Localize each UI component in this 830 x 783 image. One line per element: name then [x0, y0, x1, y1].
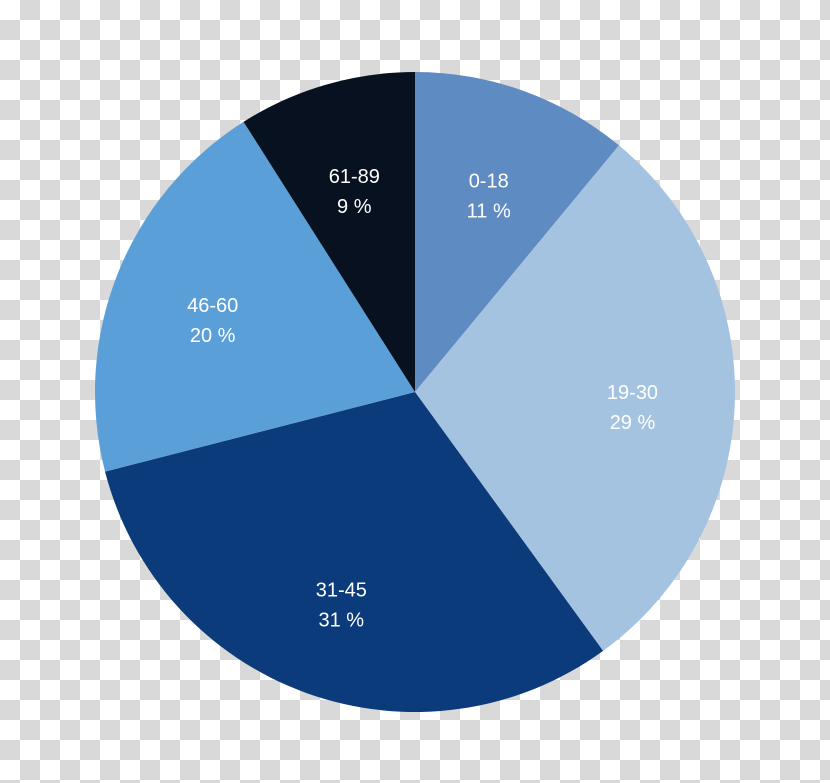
pie-chart: 0-1811 %19-3029 %31-4531 %46-6020 %61-89…: [95, 72, 735, 712]
